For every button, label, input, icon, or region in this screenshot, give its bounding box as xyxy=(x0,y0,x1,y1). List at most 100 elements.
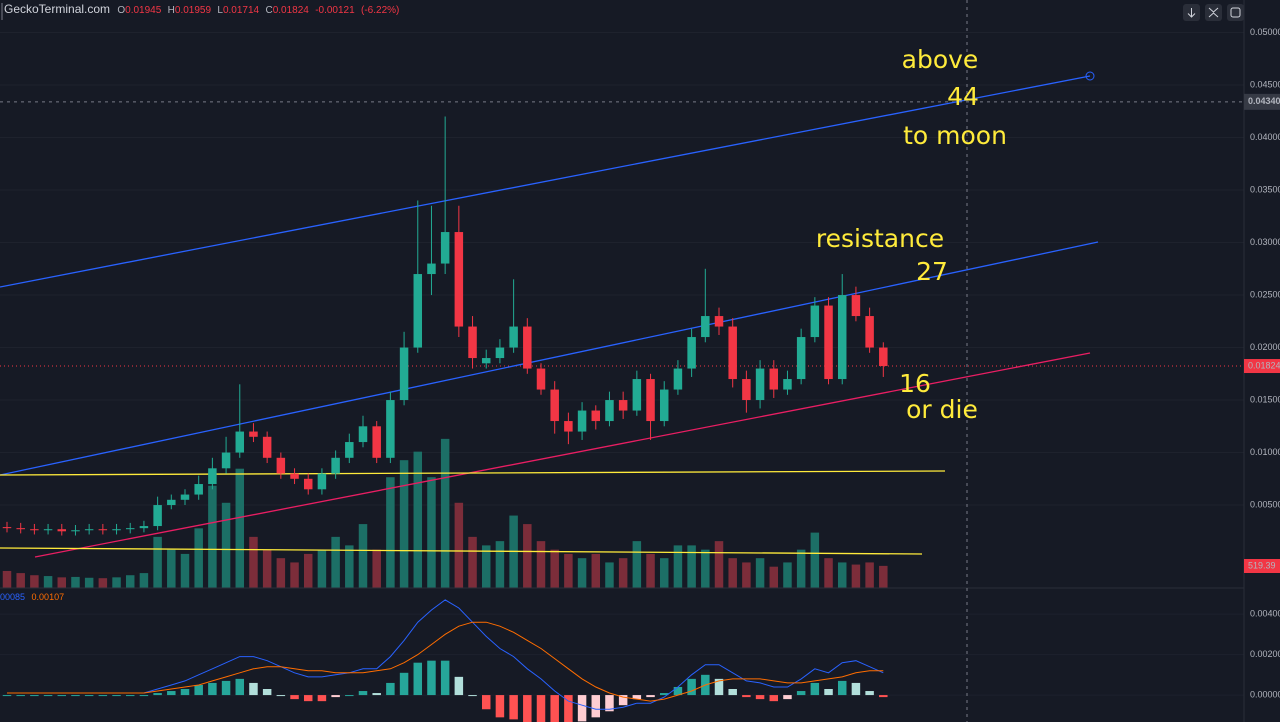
histogram-bar xyxy=(536,695,546,722)
histogram-bar xyxy=(331,695,340,698)
volume-bar xyxy=(769,566,779,588)
volume-bar xyxy=(468,536,477,588)
volume-bar xyxy=(208,485,217,588)
candle-body xyxy=(358,426,368,443)
candle-body xyxy=(523,326,532,369)
volume-bar xyxy=(221,502,231,588)
histogram-bar xyxy=(577,695,587,722)
volume-bar xyxy=(742,562,751,588)
histogram-bar xyxy=(57,695,67,697)
y-tick-label: 0.05000 xyxy=(1250,27,1280,37)
volume-bar xyxy=(564,553,573,588)
candle-body xyxy=(290,473,299,479)
histogram-bar xyxy=(687,678,696,696)
volume-bar xyxy=(303,553,313,588)
histogram-bar xyxy=(43,695,53,697)
volume-bar xyxy=(659,558,669,588)
volume-bar xyxy=(180,553,190,588)
histogram-bar xyxy=(153,693,162,696)
histogram-bar xyxy=(125,695,135,697)
last-volume-label: 519.39 xyxy=(1248,560,1276,570)
volume-bar xyxy=(2,570,12,588)
candle-body xyxy=(865,316,874,348)
macd-tick-label: 0.00200 xyxy=(1250,649,1280,659)
histogram-bar xyxy=(290,695,299,700)
ohlc-key: C xyxy=(265,5,272,16)
volume-bar xyxy=(290,562,299,588)
y-tick-label: 0.01500 xyxy=(1250,394,1280,404)
histogram-bar xyxy=(646,695,655,698)
ohlc-key: L xyxy=(217,5,223,16)
y-tick-label: 0.03500 xyxy=(1250,184,1280,194)
histogram-bar xyxy=(632,695,642,700)
candle-body xyxy=(98,529,108,531)
candle-body xyxy=(742,379,751,401)
volume-bar xyxy=(837,562,847,588)
candle-body xyxy=(481,358,491,364)
histogram-bar xyxy=(755,695,765,700)
candle-body xyxy=(605,400,614,422)
histogram-bar xyxy=(865,691,874,696)
candle-body xyxy=(194,484,203,495)
histogram-bar xyxy=(2,695,12,697)
volume-bar xyxy=(427,477,436,588)
y-tick-label: 0.04500 xyxy=(1250,79,1280,89)
candle-body xyxy=(413,274,423,348)
candle-body xyxy=(824,305,833,380)
annotation: or die xyxy=(906,395,978,424)
histogram-bar xyxy=(358,691,368,696)
histogram-bar xyxy=(837,680,847,696)
candle-body xyxy=(167,499,176,506)
candles xyxy=(2,116,888,536)
trend-line-mid xyxy=(0,241,1099,476)
candle-body xyxy=(125,528,135,530)
volume-bar xyxy=(71,576,80,588)
histogram-bar xyxy=(84,695,94,697)
histogram-bar xyxy=(454,676,464,696)
histogram-bar xyxy=(98,695,108,697)
y-tick-label: 0.00500 xyxy=(1250,499,1280,509)
candle-body xyxy=(769,368,779,390)
volume-bar xyxy=(276,558,286,588)
histogram-bar xyxy=(303,695,313,702)
volume-bar xyxy=(153,536,162,588)
volume-bar xyxy=(399,460,409,588)
axis-labels: 0.00500 0.01000 0.01500 0.02000 0.02500 0.030… xyxy=(1244,27,1280,699)
volume-bar xyxy=(262,549,272,588)
volume-bar xyxy=(755,558,765,588)
volume-bar xyxy=(235,468,245,588)
volume-bar xyxy=(43,576,53,588)
annotation: above xyxy=(902,45,979,74)
volume-bar xyxy=(331,536,340,588)
volume-bar xyxy=(481,545,491,588)
histogram-bar xyxy=(673,686,683,696)
candle-body xyxy=(276,457,286,474)
last-volume-tag xyxy=(1244,559,1280,573)
candle-body xyxy=(221,452,231,469)
candle-body xyxy=(208,468,217,485)
candle-body xyxy=(84,529,94,531)
histogram-bar xyxy=(810,682,820,696)
candle-body xyxy=(659,389,669,422)
histogram-bar xyxy=(221,680,231,696)
candle-body xyxy=(331,457,340,474)
histogram-bar xyxy=(112,695,121,697)
candle-body xyxy=(372,426,381,458)
candle-body xyxy=(153,505,162,527)
ohlc-key: H xyxy=(168,5,175,16)
trend-line-upper xyxy=(0,75,1091,288)
histogram-bar xyxy=(249,682,258,696)
volume-bar xyxy=(317,549,327,588)
button-maximize[interactable] xyxy=(1227,4,1244,21)
histogram-bar xyxy=(180,689,190,696)
histogram-bar xyxy=(495,695,505,718)
candle-body xyxy=(440,232,450,264)
volume-bar xyxy=(167,549,176,588)
candle-body xyxy=(16,528,25,530)
candle-body xyxy=(262,436,272,458)
candle-body xyxy=(851,295,861,317)
volume-bar xyxy=(57,577,67,588)
volume-bar xyxy=(687,545,696,588)
